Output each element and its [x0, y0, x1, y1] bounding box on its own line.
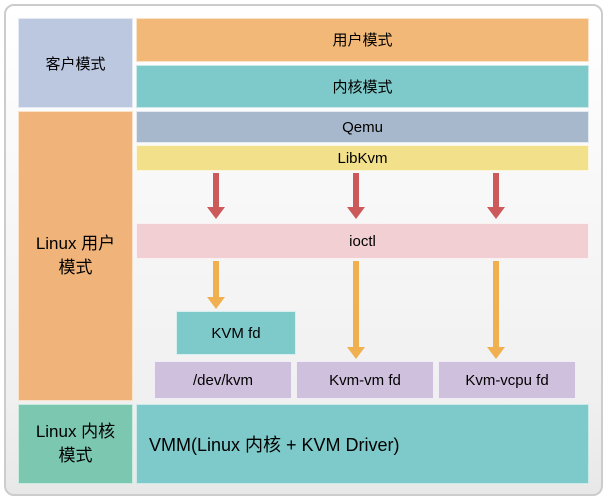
arrow-down-icon: [489, 261, 503, 357]
linux-user-mode-label: Linux 用户 模式: [18, 111, 133, 401]
kvm-vcpu-fd-box: Kvm-vcpu fd: [438, 361, 576, 399]
arrow-down-icon: [349, 173, 363, 217]
kvm-fd-box: KVM fd: [176, 311, 296, 355]
qemu-layer: Qemu: [136, 111, 589, 143]
dev-kvm-box: /dev/kvm: [154, 361, 292, 399]
vmm-layer: VMM(Linux 内核 + KVM Driver): [136, 404, 589, 484]
guest-mode-layers: 用户模式 内核模式: [136, 18, 589, 108]
arrow-down-icon: [209, 173, 223, 217]
arrow-down-icon: [209, 261, 223, 307]
arrow-down-icon: [349, 261, 363, 357]
kvm-architecture-diagram: 客户模式 用户模式 内核模式 Linux 用户 模式 Qemu LibKvm i…: [18, 18, 589, 482]
ioctl-layer: ioctl: [136, 223, 589, 259]
guest-user-mode: 用户模式: [136, 18, 589, 62]
linux-kernel-mode-label: Linux 内核 模式: [18, 404, 133, 484]
linux-user-mode-area: Qemu LibKvm ioctl KVM fd /dev/kvm Kvm-vm…: [136, 111, 589, 401]
libkvm-layer: LibKvm: [136, 145, 589, 171]
guest-mode-label: 客户模式: [18, 18, 133, 108]
diagram-frame: 客户模式 用户模式 内核模式 Linux 用户 模式 Qemu LibKvm i…: [4, 4, 603, 496]
kvm-vm-fd-box: Kvm-vm fd: [296, 361, 434, 399]
guest-kernel-mode: 内核模式: [136, 65, 589, 109]
arrow-down-icon: [489, 173, 503, 217]
